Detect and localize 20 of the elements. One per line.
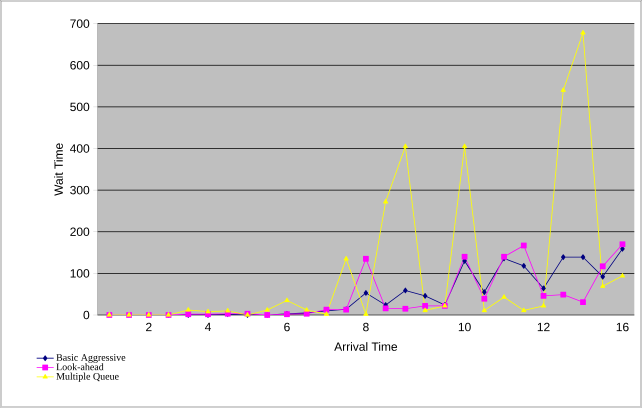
legend-label: Multiple Queue: [56, 372, 119, 382]
y-tick-label: 400: [70, 144, 90, 153]
x-tick-label: 6: [284, 323, 290, 332]
y-tick-label: 200: [70, 228, 90, 236]
x-tick-label: 12: [538, 323, 550, 332]
x-tick-label: 16: [616, 323, 629, 332]
y-tick-label: 600: [70, 61, 90, 70]
y-tick-label: 300: [70, 186, 90, 195]
y-tick-label: 500: [70, 102, 90, 112]
x-tick-label: 4: [204, 323, 211, 332]
x-tick-label: 10: [458, 323, 471, 332]
y-axis-title: Wait Time: [54, 144, 63, 196]
y-tick-label: 100: [70, 269, 90, 278]
x-axis-title: Arrival Time: [334, 342, 398, 352]
legend-label: Basic Aggressive: [56, 354, 126, 364]
y-tick-label: 700: [70, 20, 90, 28]
x-tick-label: 8: [363, 323, 369, 332]
legend-label: Look-ahead: [56, 364, 104, 371]
x-tick-label: 2: [146, 323, 152, 332]
y-tick-label: 0: [84, 311, 90, 320]
